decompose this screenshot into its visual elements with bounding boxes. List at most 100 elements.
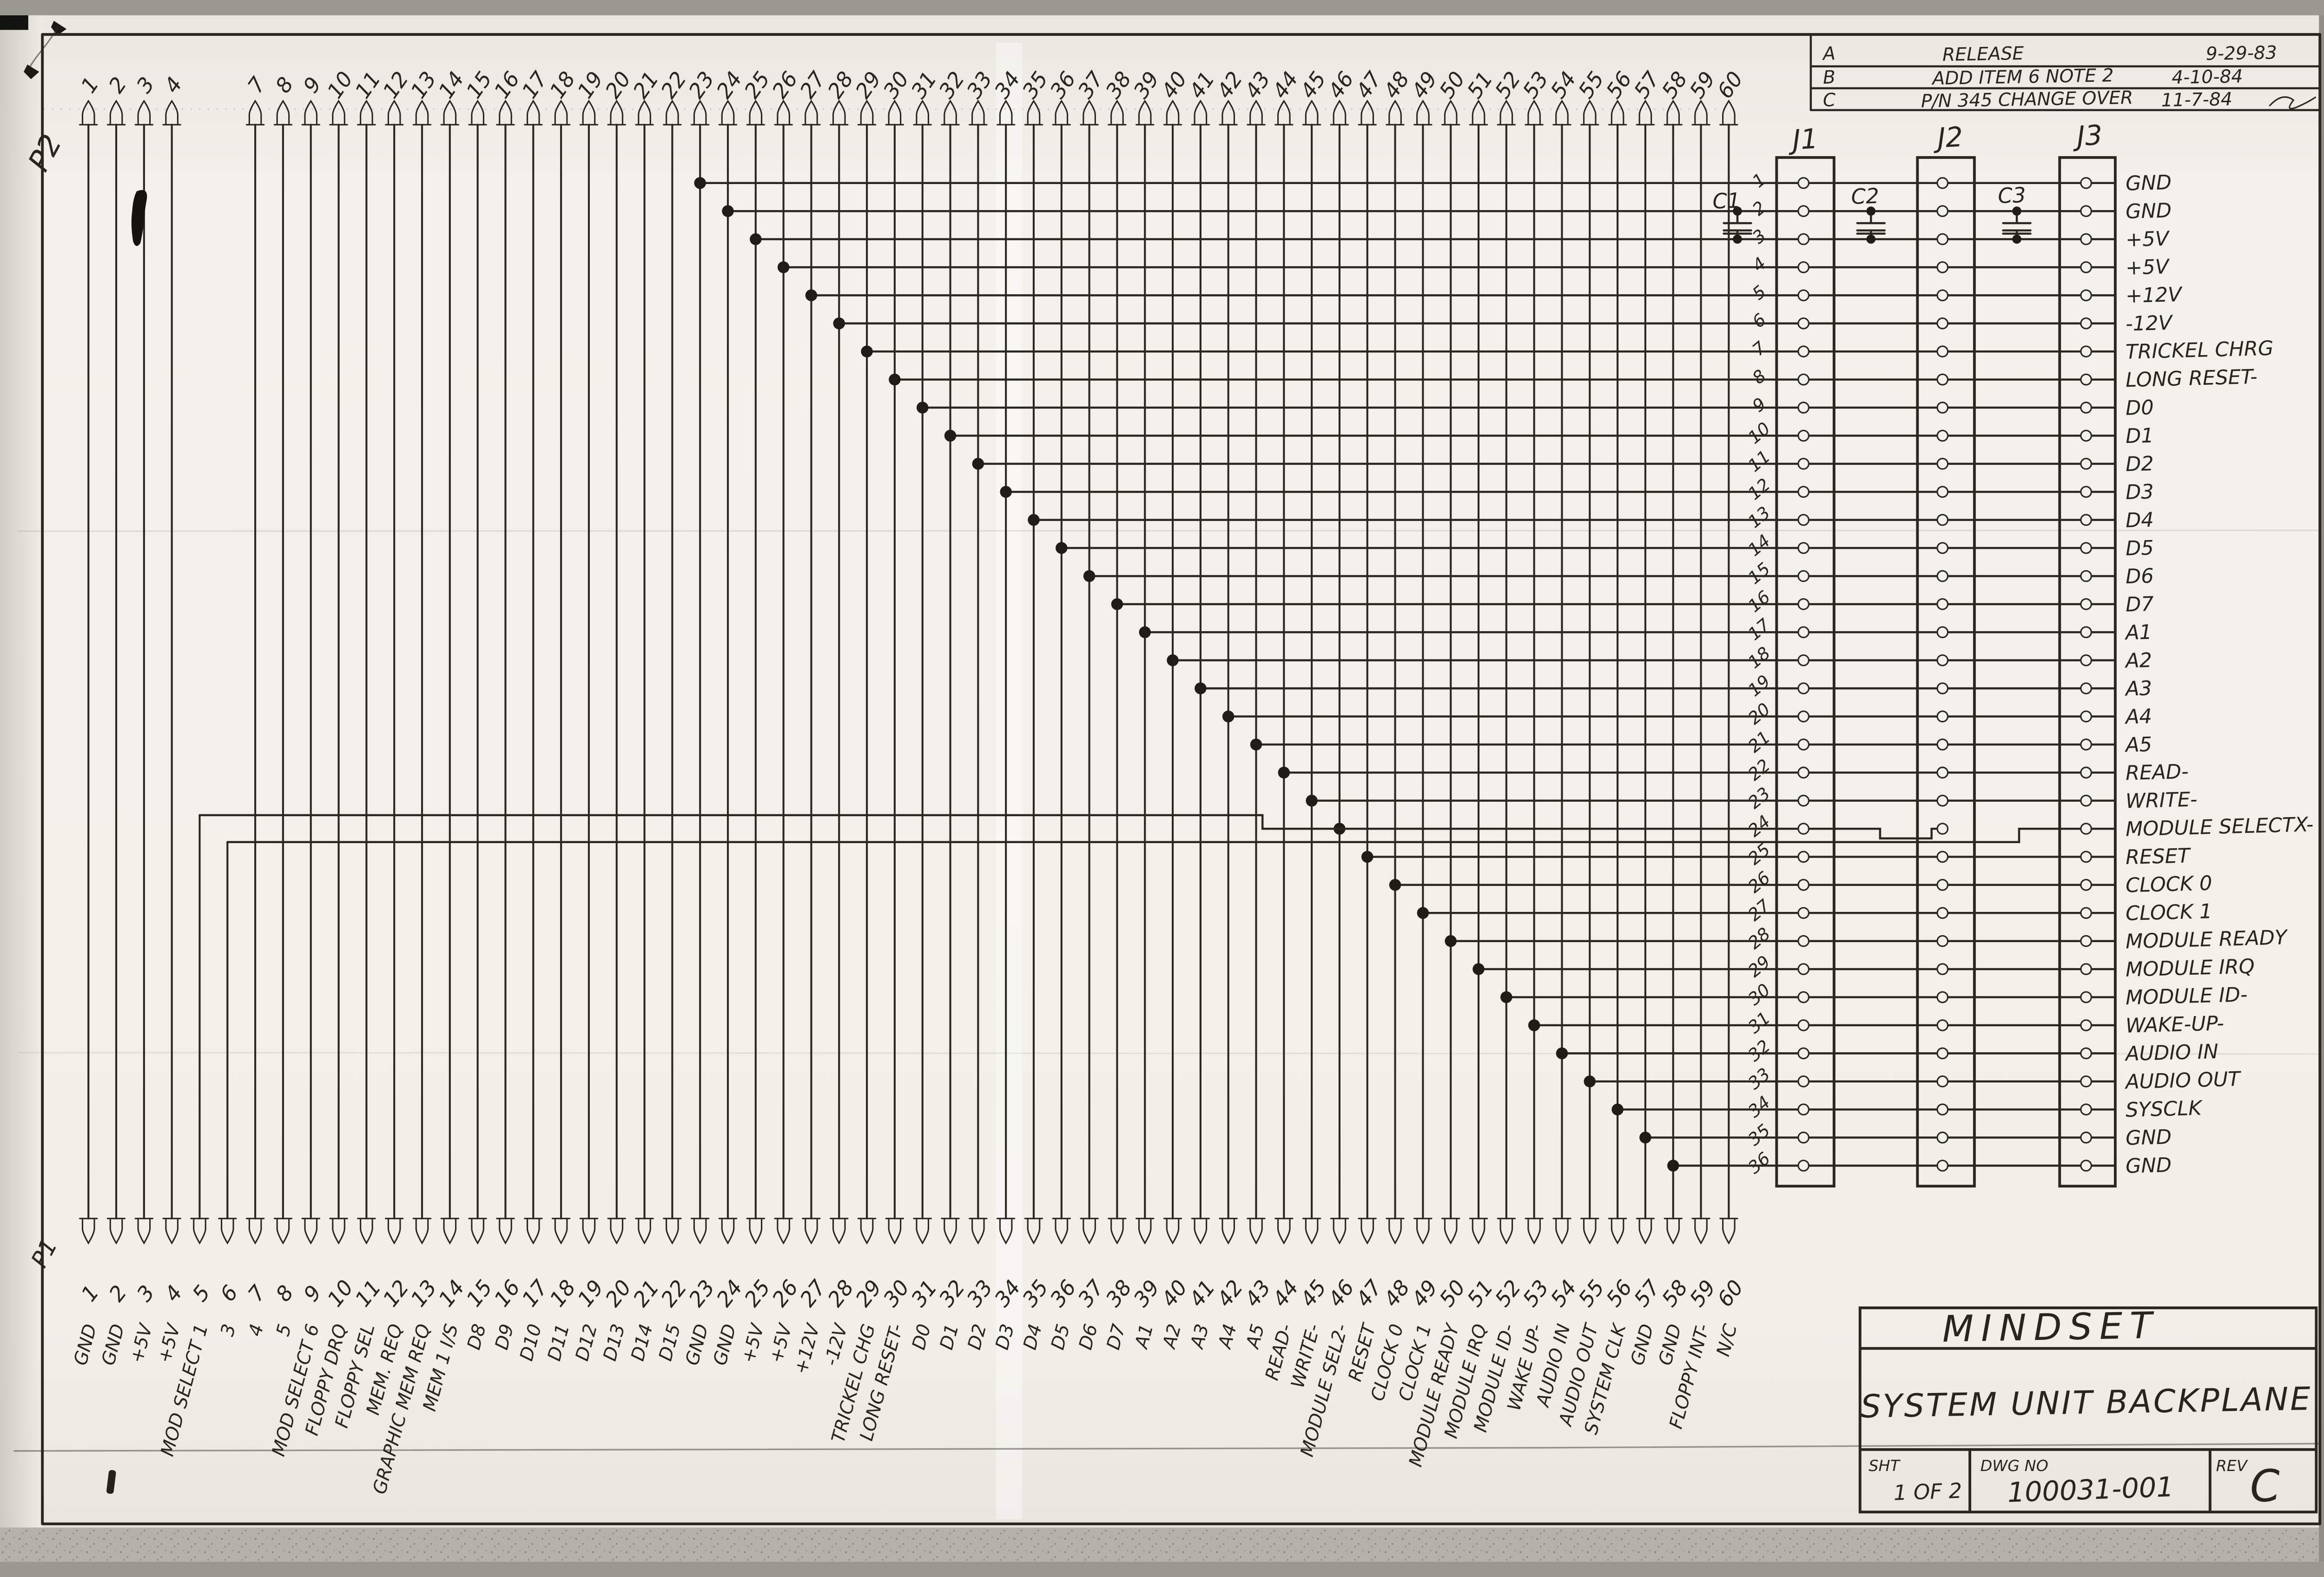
slot-pin-circle [2080, 794, 2092, 807]
ink-blot [131, 190, 147, 246]
p2-pin-arrow-icon [1080, 99, 1099, 125]
slot-pin-circle [1936, 654, 1949, 666]
revision-row-date: 4-10-84 [2172, 66, 2243, 88]
slot-pin-circle [1936, 1160, 1949, 1172]
junction-dot [1111, 598, 1123, 610]
slot-pin-circle [1797, 794, 1810, 807]
p2-pin-arrow-icon [1302, 99, 1321, 125]
junction-dot [1222, 710, 1235, 723]
slot-row-signal-label: MODULE READY [2125, 926, 2289, 953]
p2-pin-arrow-icon [690, 99, 710, 125]
p1-pin-arrow-icon [1413, 1218, 1433, 1245]
slot-row-signal-label: GND [2125, 1154, 2172, 1178]
dwg-number: 100031-001 [2007, 1471, 2174, 1508]
module-select-route-lower [226, 827, 2116, 843]
slot-pin-circle [2080, 514, 2092, 526]
p2-pin-arrow-icon [969, 99, 988, 125]
slot-pin-circle [2080, 935, 2092, 947]
slot-pin-circle [1797, 991, 1810, 1003]
p1-pin-arrow-icon [830, 1218, 849, 1245]
capacitor-symbol-icon [1856, 210, 1886, 240]
slot-pin-circle [1797, 739, 1810, 751]
p1-pin-arrow-icon [1330, 1218, 1349, 1245]
junction-dot [1250, 739, 1262, 751]
p2-pin-arrow-icon [1108, 99, 1127, 125]
p1-pin-arrow-icon [969, 1218, 988, 1245]
company-name: MINDSET [1942, 1304, 2160, 1350]
slot-pin-circle [1797, 233, 1810, 245]
p1-pin-arrow-icon [190, 1218, 209, 1245]
p2-pin-arrow-icon [663, 99, 682, 125]
p2-pin-arrow-icon [1247, 99, 1266, 125]
p1-pin-arrow-icon [551, 1218, 571, 1245]
slot-pin-circle [1936, 317, 1949, 330]
p1-pin-arrow-icon [1247, 1218, 1266, 1245]
p2-pin-arrow-icon [329, 99, 348, 125]
slot-pin-circle [1797, 429, 1810, 442]
junction-dot [1167, 654, 1179, 666]
p1-pin-arrow-icon [1580, 1218, 1599, 1245]
slot-pin-circle [2080, 879, 2092, 891]
slot-row-signal-label: CLOCK 1 [2125, 900, 2212, 925]
slot-pin-circle [1797, 486, 1810, 498]
p2-pin-arrow-icon [746, 99, 766, 125]
junction-dot [889, 373, 901, 386]
p1-pin-arrow-icon [1552, 1218, 1571, 1245]
slot-row-signal-label: TRICKEL CHRG [2125, 337, 2274, 364]
slot-pin-circle [1936, 739, 1949, 751]
slot-pin-circle [2080, 654, 2092, 666]
revision-row-letter: A [1821, 43, 1835, 65]
junction-dot [944, 429, 957, 442]
slot-pin-circle [1936, 177, 1949, 189]
slot-pin-circle [1936, 1019, 1949, 1031]
slot-pin-circle [1797, 766, 1810, 779]
slot-pin-circle [1797, 907, 1810, 919]
slot-pin-circle [1936, 402, 1949, 414]
slot-pin-circle [1936, 879, 1949, 891]
p1-pin-arrow-icon [885, 1218, 905, 1245]
slot-pin-circle [1936, 682, 1949, 694]
slot-pin-circle [1797, 1019, 1810, 1031]
sht-label: SHT [1868, 1457, 1901, 1475]
slot-pin-circle [1797, 654, 1810, 666]
revision-row-description: ADD ITEM 6 NOTE 2 [1931, 65, 2114, 89]
junction-dot [805, 289, 818, 302]
junction-dot [1639, 1131, 1651, 1144]
slot-row-signal-label: D7 [2125, 593, 2154, 617]
slot-pin-circle [1936, 823, 1949, 835]
slot-row-signal-label: AUDIO OUT [2124, 1068, 2242, 1094]
junction-dot [1389, 879, 1401, 891]
slot-pin-circle [2080, 261, 2092, 273]
junction-dot [1083, 570, 1096, 582]
slot-pin-circle [1936, 233, 1949, 245]
slot-pin-circle [2080, 542, 2092, 554]
p2-pin-arrow-icon [1691, 99, 1710, 125]
p1-pin-arrow-icon [718, 1218, 738, 1245]
p1-pin-arrow-icon [1664, 1218, 1683, 1245]
slot-pin-circle [1936, 570, 1949, 582]
p2-pin-arrow-icon [607, 99, 626, 125]
p2-pin-arrow-icon [245, 99, 265, 125]
junction-dot [1139, 626, 1151, 639]
slot-pin-circle [1797, 402, 1810, 414]
junction-dot [1528, 1019, 1540, 1031]
p1-pin-arrow-icon [635, 1218, 654, 1245]
module-select-route-upper [198, 814, 1944, 840]
revision-table: A RELEASE 9-29-83 B ADD ITEM 6 NOTE 2 4-10-84… [1809, 33, 2321, 112]
p1-pin-arrow-icon [496, 1218, 515, 1245]
p1-pin-arrow-icon [607, 1218, 626, 1245]
p2-pin-arrow-icon [1413, 99, 1433, 125]
revision-table-grid [1809, 33, 2321, 112]
junction-dot [1056, 542, 1068, 554]
bus-lines-layer [87, 124, 1730, 1220]
p2-pin-arrow-icon [718, 99, 738, 125]
slot-pin-circle [2080, 570, 2092, 582]
slot-row-signal-label: GND [2125, 199, 2172, 224]
slot-pin-circle [1936, 429, 1949, 442]
slot-row-signal-label: GND [2125, 171, 2172, 196]
p1-pin-arrow-icon [1191, 1218, 1210, 1245]
capacitor-label: C2 [1851, 184, 1880, 209]
rev-c-initials-scribble [2269, 96, 2316, 110]
